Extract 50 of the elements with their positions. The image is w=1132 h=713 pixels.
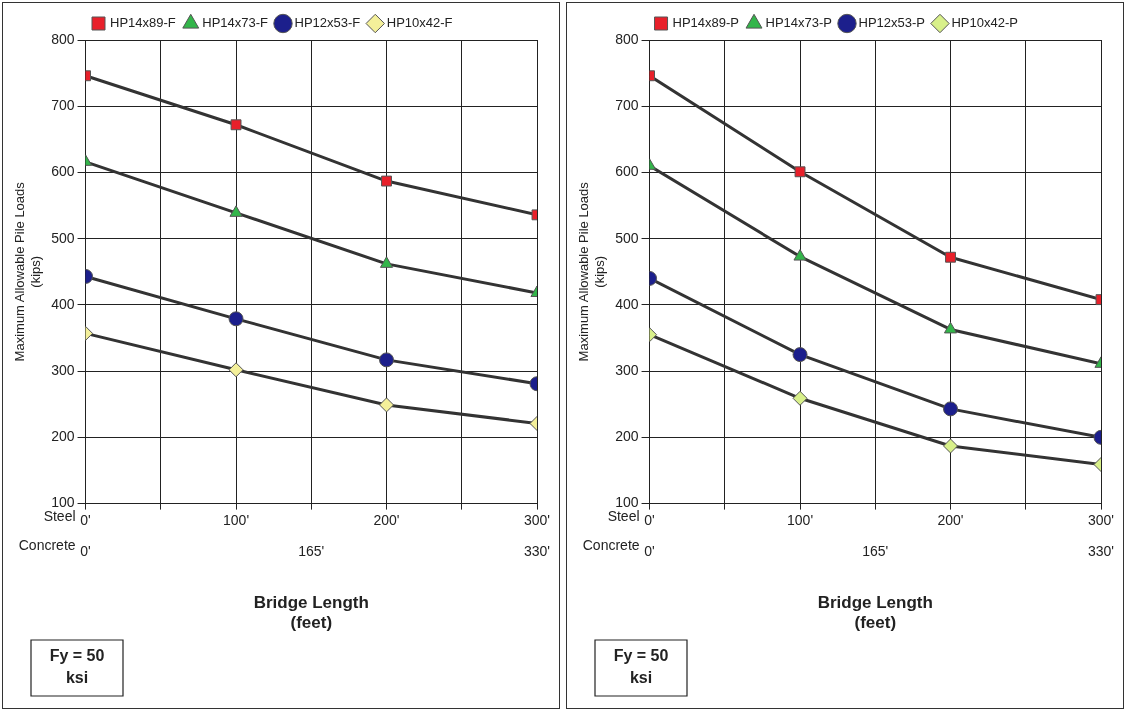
- x2-tick-label: 330': [523, 542, 551, 559]
- legend-label: HP14x73-P: [765, 15, 833, 31]
- y-tick-label: 800: [51, 30, 75, 47]
- x-tick-label: 200': [937, 511, 964, 528]
- x-axis-title: Bridge Length (feet): [253, 593, 369, 633]
- text: Fy = 50 ksi: [49, 647, 105, 687]
- legend-label: HP12x53-P: [858, 15, 925, 31]
- y-tick-label: 600: [615, 163, 639, 180]
- y-tick-label: 800: [615, 30, 639, 47]
- y-tick-label: 600: [51, 163, 75, 180]
- y-tick-label: 500: [615, 229, 639, 246]
- x-tick-label: 0': [80, 511, 91, 528]
- y-tick-label: 400: [51, 295, 75, 312]
- text: Concrete: [582, 537, 640, 554]
- x-tick-label: 300': [1087, 511, 1115, 528]
- x-axis-title: Bridge Length (feet): [817, 593, 933, 633]
- y-axis-title: Maximum Allowable Pile Loads (kips): [576, 181, 607, 362]
- x2-tick-label: 330': [1087, 542, 1115, 559]
- text: Concrete: [18, 537, 76, 554]
- text: Steel: [43, 508, 76, 525]
- x2-tick-label: 165': [862, 542, 889, 559]
- y-tick-label: 300: [51, 362, 75, 378]
- legend-label: HP12x53-F: [294, 15, 361, 31]
- x2-tick-label: 165': [298, 542, 325, 559]
- y-tick-label: 400: [615, 295, 639, 312]
- point: [945, 251, 956, 263]
- x-tick-label: 300': [523, 511, 551, 528]
- y-tick-label: 300: [615, 362, 639, 378]
- y-tick-label: 200: [615, 428, 639, 445]
- text: Steel: [607, 508, 640, 525]
- x-tick-label: 200': [373, 511, 400, 528]
- x-tick-label: 100': [223, 511, 250, 528]
- x2-tick-label: 0': [80, 542, 91, 559]
- legend-label: HP10x42-P: [951, 15, 1018, 31]
- y-tick-label: 700: [51, 97, 75, 114]
- legend-label: HP14x73-F: [202, 15, 269, 31]
- y-tick-label: 500: [51, 229, 75, 246]
- point: [381, 175, 392, 187]
- x-tick-label: 0': [644, 511, 655, 528]
- y-axis-title: Maximum Allowable Pile Loads (kips): [12, 181, 43, 362]
- y-tick-label: 700: [615, 97, 639, 114]
- y-tick-label: 200: [51, 428, 75, 445]
- x2-tick-label: 0': [644, 542, 655, 559]
- legend-label: HP10x42-F: [386, 15, 453, 31]
- y-tick-label: 100: [615, 494, 639, 511]
- x-tick-label: 100': [787, 511, 814, 528]
- y-tick-label: 100: [51, 494, 75, 511]
- legend-label: HP14x89-F: [110, 15, 176, 31]
- text: Fy = 50 ksi: [613, 647, 669, 687]
- legend-label: HP14x89-P: [672, 15, 740, 31]
